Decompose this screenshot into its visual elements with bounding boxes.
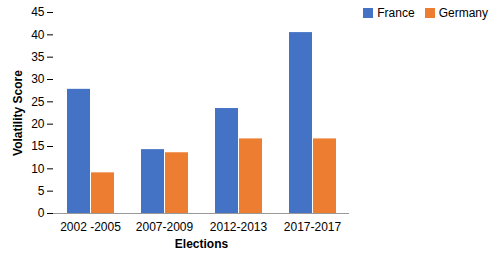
svg-text:40: 40 (31, 28, 45, 42)
svg-text:0: 0 (38, 206, 45, 220)
svg-text:2017-2017: 2017-2017 (284, 220, 342, 234)
svg-text:10: 10 (31, 162, 45, 176)
html-text:Germany: Germany (438, 6, 488, 20)
svg-text:Volatility Score: Volatility Score (11, 70, 25, 156)
svg-text:2002 -2005: 2002 -2005 (60, 220, 121, 234)
html-text:France: France (377, 6, 415, 20)
svg-text:45: 45 (31, 5, 45, 19)
svg-text:15: 15 (31, 139, 45, 153)
svg-text:30: 30 (31, 72, 45, 86)
svg-text:25: 25 (31, 95, 45, 109)
svg-text:2012-2013: 2012-2013 (210, 220, 268, 234)
svg-text:Elections: Elections (175, 237, 229, 251)
svg-text:35: 35 (31, 50, 45, 64)
svg-text:20: 20 (31, 117, 45, 131)
svg-text:2007-2009: 2007-2009 (136, 220, 194, 234)
svg-text:5: 5 (38, 184, 45, 198)
